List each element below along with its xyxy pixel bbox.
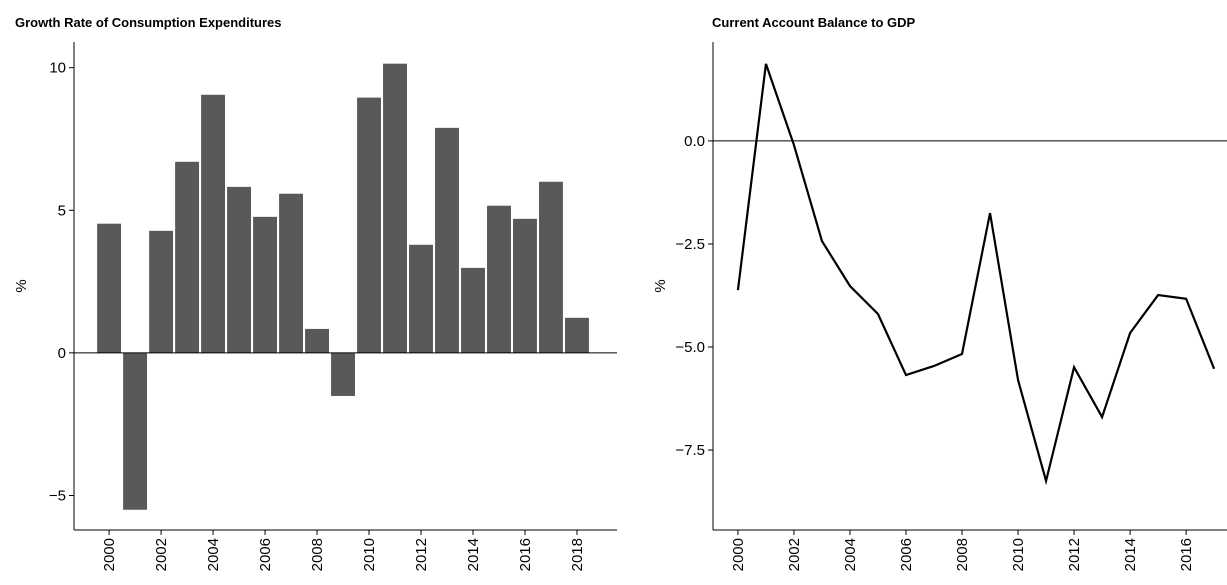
y-tick-label: 0	[58, 345, 66, 362]
x-tick-label: 2010	[1010, 538, 1027, 571]
bar	[409, 244, 433, 353]
x-tick-label: 2004	[842, 538, 859, 571]
x-tick-label: 2002	[153, 538, 170, 571]
y-axis-label: %	[13, 279, 30, 292]
x-tick-label: 2000	[730, 538, 747, 571]
x-tick-label: 2002	[786, 538, 803, 571]
x-tick-label: 2010	[361, 538, 378, 571]
bar	[539, 181, 563, 353]
x-tick-label: 2006	[898, 538, 915, 571]
y-tick-label: 0.0	[684, 133, 705, 150]
bar	[279, 193, 304, 353]
bar	[357, 97, 381, 353]
bar	[201, 94, 226, 353]
line	[736, 63, 1216, 486]
y-tick-label: −2.5	[675, 236, 705, 253]
chart-title: Current Account Balance to GDP	[712, 15, 916, 30]
bar	[175, 161, 200, 353]
x-tick-label: 2000	[101, 538, 118, 571]
bar	[227, 186, 252, 353]
y-tick-label: −5	[49, 487, 66, 504]
bar	[487, 205, 511, 353]
bar	[435, 127, 459, 353]
x-tick-label: 2016	[517, 538, 534, 571]
x-tick-label: 2006	[257, 538, 274, 571]
x-tick-label: 2008	[954, 538, 971, 571]
chart-title: Growth Rate of Consumption Expenditures	[15, 15, 282, 30]
bar	[149, 230, 174, 353]
bar	[513, 218, 537, 353]
x-tick-label: 2016	[1178, 538, 1195, 571]
x-tick-label: 2014	[465, 538, 482, 571]
x-tick-label: 2012	[413, 538, 430, 571]
y-axis-label: %	[652, 279, 669, 292]
x-tick-label: 2008	[309, 538, 326, 571]
x-tick-label: 2004	[205, 538, 222, 571]
bar	[305, 328, 329, 353]
bar	[331, 352, 355, 396]
y-tick-label: 5	[58, 202, 66, 219]
x-tick-label: 2018	[569, 538, 586, 571]
bar	[461, 267, 485, 353]
y-tick-label: −7.5	[675, 442, 705, 459]
bar	[383, 63, 407, 353]
bar	[253, 216, 278, 353]
x-tick-label: 2014	[1122, 538, 1139, 571]
x-tick-label: 2012	[1066, 538, 1083, 571]
y-tick-label: −5.0	[675, 339, 705, 356]
bar	[97, 223, 122, 353]
y-tick-label: 10	[49, 60, 66, 77]
bar	[123, 352, 148, 510]
bar	[565, 317, 589, 353]
